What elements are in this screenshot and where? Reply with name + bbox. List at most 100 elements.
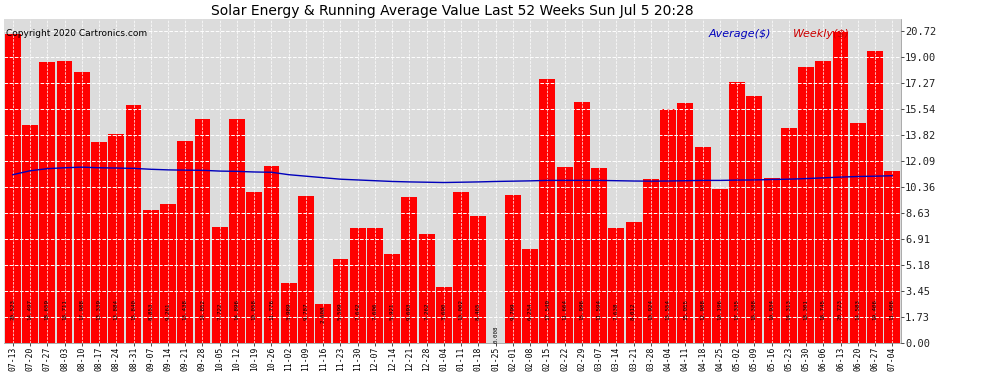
Bar	[367, 228, 383, 343]
Text: 19.406: 19.406	[872, 299, 877, 320]
Text: 3.989: 3.989	[286, 303, 291, 320]
Bar	[349, 228, 365, 343]
Text: 8.465: 8.465	[476, 303, 481, 320]
Bar	[281, 283, 297, 343]
Text: 11.664: 11.664	[562, 299, 567, 320]
Text: Weekly($): Weekly($)	[793, 29, 850, 39]
Bar	[160, 204, 176, 343]
Bar	[333, 259, 348, 343]
Bar	[91, 142, 107, 343]
Text: 7.638: 7.638	[614, 303, 619, 320]
Bar	[56, 62, 72, 343]
Bar	[212, 227, 228, 343]
Text: 9.787: 9.787	[304, 303, 309, 320]
Text: 15.955: 15.955	[683, 299, 688, 320]
Bar	[177, 141, 193, 343]
Text: 18.659: 18.659	[45, 299, 50, 320]
Bar	[195, 119, 211, 343]
Bar	[643, 178, 658, 343]
Bar	[849, 123, 865, 343]
Text: 18.301: 18.301	[804, 299, 809, 320]
Text: 17.988: 17.988	[79, 299, 84, 320]
Text: 17.549: 17.549	[544, 299, 549, 320]
Bar	[40, 62, 55, 343]
Bar	[74, 72, 90, 343]
Bar	[730, 82, 745, 343]
Text: 14.313: 14.313	[786, 299, 791, 320]
Bar	[419, 234, 435, 343]
Bar	[867, 51, 883, 343]
Bar	[591, 168, 607, 343]
Text: Average($): Average($)	[708, 29, 770, 39]
Text: 9.693: 9.693	[407, 303, 412, 320]
Text: 8.012: 8.012	[631, 303, 637, 320]
Text: 13.884: 13.884	[114, 299, 119, 320]
Bar	[884, 171, 900, 343]
Text: 15.554: 15.554	[665, 299, 670, 320]
Text: 10.002: 10.002	[458, 299, 463, 320]
Text: 5.599: 5.599	[338, 303, 343, 320]
Bar	[712, 189, 728, 343]
Text: 16.388: 16.388	[751, 299, 756, 320]
Text: 9.799: 9.799	[511, 303, 516, 320]
Text: 10.934: 10.934	[769, 299, 774, 320]
Bar	[540, 79, 555, 343]
Bar	[695, 147, 711, 343]
Text: 6.234: 6.234	[528, 303, 533, 320]
Bar	[660, 109, 676, 343]
Bar	[229, 119, 245, 343]
Text: 14.583: 14.583	[855, 299, 860, 320]
Text: 9.261: 9.261	[165, 303, 170, 320]
Bar	[247, 192, 262, 343]
Text: 17.335: 17.335	[735, 299, 740, 320]
Text: 18.745: 18.745	[821, 299, 826, 320]
Bar	[505, 195, 521, 343]
Text: 18.711: 18.711	[62, 299, 67, 320]
Bar	[263, 166, 279, 343]
Text: 11.776: 11.776	[269, 299, 274, 320]
Text: 13.438: 13.438	[183, 299, 188, 320]
Text: 14.852: 14.852	[200, 299, 205, 320]
Text: 5.921: 5.921	[390, 303, 395, 320]
Bar	[402, 197, 418, 343]
Text: 7.722: 7.722	[217, 303, 222, 320]
Bar	[22, 125, 38, 343]
Bar	[781, 128, 797, 343]
Bar	[556, 167, 572, 343]
Text: 14.896: 14.896	[235, 299, 240, 320]
Title: Solar Energy & Running Average Value Last 52 Weeks Sun Jul 5 20:28: Solar Energy & Running Average Value Las…	[211, 4, 694, 18]
Text: 15.996: 15.996	[579, 299, 584, 320]
Text: 11.594: 11.594	[597, 299, 602, 320]
Bar	[126, 105, 142, 343]
Bar	[315, 304, 331, 343]
Bar	[143, 210, 158, 343]
Bar	[453, 192, 469, 343]
Bar	[436, 288, 451, 343]
Text: 10.924: 10.924	[648, 299, 653, 320]
Text: 10.196: 10.196	[718, 299, 723, 320]
Text: 12.988: 12.988	[700, 299, 705, 320]
Bar	[746, 96, 762, 343]
Bar	[470, 216, 486, 343]
Text: 13.339: 13.339	[96, 299, 102, 320]
Bar	[384, 254, 400, 343]
Text: 20.723: 20.723	[839, 299, 843, 320]
Bar	[816, 61, 832, 343]
Bar	[108, 134, 124, 343]
Bar	[798, 68, 814, 343]
Bar	[763, 178, 779, 343]
Bar	[522, 249, 539, 343]
Text: 7.606: 7.606	[372, 303, 377, 320]
Text: 0.008: 0.008	[493, 326, 498, 343]
Bar	[298, 196, 314, 343]
Text: 7.642: 7.642	[355, 303, 360, 320]
Text: 2.608: 2.608	[321, 306, 326, 323]
Text: 14.497: 14.497	[28, 299, 33, 320]
Bar	[626, 222, 642, 343]
Bar	[677, 103, 693, 343]
Text: 10.058: 10.058	[251, 299, 256, 320]
Bar	[5, 34, 21, 343]
Text: 3.690: 3.690	[442, 303, 446, 320]
Text: 11.406: 11.406	[890, 299, 895, 320]
Text: 8.853: 8.853	[148, 303, 153, 320]
